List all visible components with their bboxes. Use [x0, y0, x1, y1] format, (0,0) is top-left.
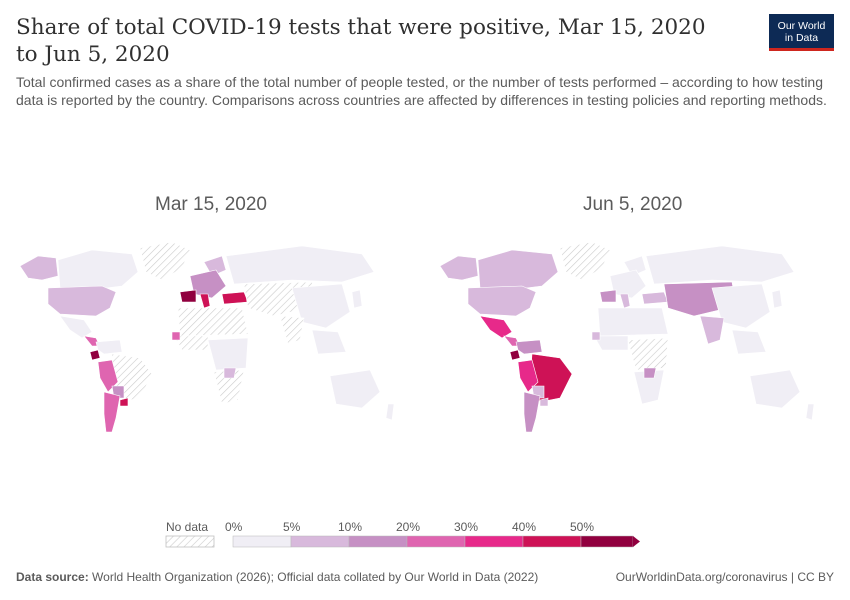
legend-tick-label: 20% — [396, 520, 421, 534]
legend-no-data-label: No data — [166, 520, 209, 534]
map-china[interactable] — [711, 283, 771, 329]
map-chile-argentina[interactable] — [523, 391, 541, 433]
map-india[interactable] — [279, 315, 305, 345]
map-southeast-asia[interactable] — [731, 329, 767, 355]
legend-tick-label: 30% — [454, 520, 479, 534]
legend-swatch[interactable] — [290, 535, 350, 548]
logo-line-2: in Data — [784, 32, 819, 44]
legend-swatch[interactable] — [464, 535, 524, 548]
legend — [165, 535, 640, 548]
map-ecuador[interactable] — [509, 349, 521, 361]
map-colombia-venezuela[interactable] — [515, 339, 543, 355]
chart-subtitle: Total confirmed cases as a share of the … — [16, 74, 827, 108]
legend-tick-label: 50% — [570, 520, 595, 534]
map-central-africa[interactable] — [207, 337, 249, 371]
map-canada[interactable] — [477, 249, 559, 291]
map-turkey[interactable] — [221, 291, 249, 305]
map-ecuador[interactable] — [89, 349, 101, 361]
map-new-zealand[interactable] — [805, 403, 815, 421]
map-spain[interactable] — [179, 289, 197, 303]
map-russia[interactable] — [225, 245, 375, 285]
map-title-mar-15: Mar 15, 2020 — [155, 194, 267, 215]
map-colombia-venezuela[interactable] — [95, 339, 123, 355]
legend-swatch[interactable] — [232, 535, 292, 548]
map-west-africa[interactable] — [593, 335, 629, 351]
map-china[interactable] — [291, 283, 351, 329]
legend-arrow-icon — [633, 536, 640, 547]
map-greenland[interactable] — [559, 241, 611, 281]
map-mexico[interactable] — [479, 315, 513, 339]
map-uruguay[interactable] — [119, 397, 129, 407]
map-japan-korea[interactable] — [771, 289, 783, 309]
map-australia[interactable] — [329, 369, 381, 409]
map-italy[interactable] — [619, 293, 631, 309]
map-greenland[interactable] — [139, 241, 191, 281]
legend-no-data-swatch[interactable] — [165, 535, 215, 548]
map-central-africa[interactable] — [627, 337, 669, 371]
map-italy[interactable] — [199, 293, 211, 309]
map-new-zealand[interactable] — [385, 403, 395, 421]
legend-swatch[interactable] — [348, 535, 408, 548]
map-usa[interactable] — [47, 285, 117, 317]
world-map-jun-5 — [439, 241, 815, 433]
map-title-jun-5: Jun 5, 2020 — [583, 194, 683, 215]
legend-tick-label: 10% — [338, 520, 363, 534]
map-canada[interactable] — [57, 249, 139, 291]
map-japan-korea[interactable] — [351, 289, 363, 309]
world-map-mar-15 — [19, 241, 395, 433]
map-russia[interactable] — [645, 245, 795, 285]
map-south-africa[interactable] — [223, 367, 237, 379]
data-source-label: Data source: — [16, 570, 89, 584]
source-url-link[interactable]: OurWorldinData.org/coronavirus | CC BY — [615, 570, 834, 584]
map-australia[interactable] — [749, 369, 801, 409]
owid-logo[interactable]: Our World in Data — [769, 14, 834, 51]
map-north-africa[interactable] — [177, 307, 249, 337]
map-chile-argentina[interactable] — [103, 391, 121, 433]
map-spain[interactable] — [599, 289, 617, 303]
map-alaska[interactable] — [439, 255, 479, 281]
data-source: Data source: World Health Organization (… — [16, 570, 538, 584]
map-india[interactable] — [699, 315, 725, 345]
map-west-africa[interactable] — [173, 335, 209, 351]
legend-swatch[interactable] — [580, 535, 634, 548]
logo-line-1: Our World — [777, 20, 826, 32]
data-source-text: World Health Organization (2026); Offici… — [92, 570, 539, 584]
legend-swatch[interactable] — [406, 535, 466, 548]
map-north-africa[interactable] — [597, 307, 669, 337]
chart-title: Share of total COVID-19 tests that were … — [16, 15, 706, 67]
legend-tick-label: 0% — [225, 520, 243, 534]
map-senegal[interactable] — [591, 331, 601, 341]
legend-tick-label: 40% — [512, 520, 537, 534]
map-uruguay[interactable] — [539, 397, 549, 407]
legend-swatch[interactable] — [522, 535, 582, 548]
legend-tick-label: 5% — [283, 520, 301, 534]
map-southeast-asia[interactable] — [311, 329, 347, 355]
map-senegal[interactable] — [171, 331, 181, 341]
map-alaska[interactable] — [19, 255, 59, 281]
map-mexico[interactable] — [59, 315, 93, 339]
map-turkey[interactable] — [641, 291, 669, 305]
map-usa[interactable] — [467, 285, 537, 317]
map-south-africa[interactable] — [643, 367, 657, 379]
